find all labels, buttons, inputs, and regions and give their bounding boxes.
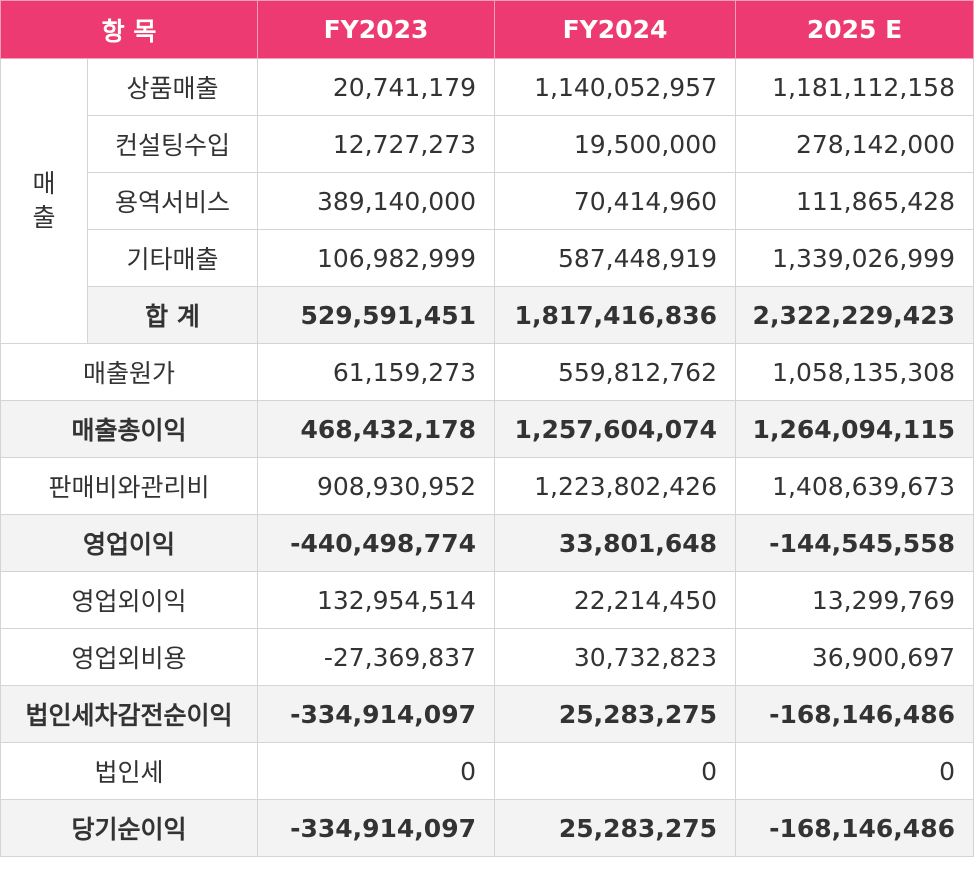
cell-fy2023: -440,498,774	[257, 514, 495, 572]
sales-group-label: 매 출	[0, 58, 88, 344]
cell-fy2025e: 0	[735, 742, 974, 800]
row-label: 상품매출	[87, 58, 258, 116]
cell-fy2023: 529,591,451	[257, 286, 495, 344]
sales-group-label-top: 매	[32, 169, 56, 198]
cell-fy2025e: 1,339,026,999	[735, 229, 974, 287]
cell-fy2024: 25,283,275	[494, 799, 736, 857]
table-row-sga: 판매비와관리비 908,930,952 1,223,802,426 1,408,…	[0, 457, 974, 515]
row-label: 매출원가	[0, 343, 258, 401]
header-row: 항 목 FY2023 FY2024 2025 E	[0, 0, 974, 59]
table-row-sales-total: 합 계 529,591,451 1,817,416,836 2,322,229,…	[1, 286, 974, 344]
cell-fy2024: 19,500,000	[494, 115, 736, 173]
cell-fy2025e: 36,900,697	[735, 628, 974, 686]
cell-fy2025e: 278,142,000	[735, 115, 974, 173]
cell-fy2024: 1,817,416,836	[494, 286, 736, 344]
cell-fy2025e: 13,299,769	[735, 571, 974, 629]
cell-fy2025e: 2,322,229,423	[735, 286, 974, 344]
header-fy2025e: 2025 E	[735, 0, 974, 59]
row-label: 컨설팅수입	[87, 115, 258, 173]
row-label: 법인세	[0, 742, 258, 800]
row-label: 당기순이익	[0, 799, 258, 857]
header-fy2023: FY2023	[257, 0, 495, 59]
cell-fy2025e: -168,146,486	[735, 799, 974, 857]
cell-fy2023: 12,727,273	[257, 115, 495, 173]
cell-fy2025e: 1,408,639,673	[735, 457, 974, 515]
row-label: 영업외비용	[0, 628, 258, 686]
cell-fy2025e: -144,545,558	[735, 514, 974, 572]
cell-fy2023: -27,369,837	[257, 628, 495, 686]
cell-fy2023: 20,741,179	[257, 58, 495, 116]
row-label: 용역서비스	[87, 172, 258, 230]
cell-fy2023: 908,930,952	[257, 457, 495, 515]
table-row-non-operating-expense: 영업외비용 -27,369,837 30,732,823 36,900,697	[0, 628, 974, 686]
cell-fy2024: 1,223,802,426	[494, 457, 736, 515]
table-row-gross-profit: 매출총이익 468,432,178 1,257,604,074 1,264,09…	[0, 400, 974, 458]
table-row-net-income: 당기순이익 -334,914,097 25,283,275 -168,146,4…	[0, 799, 974, 857]
table-row-sales-service: 용역서비스 389,140,000 70,414,960 111,865,428	[1, 172, 974, 230]
cell-fy2024: 70,414,960	[494, 172, 736, 230]
cell-fy2025e: 1,058,135,308	[735, 343, 974, 401]
row-label: 영업외이익	[0, 571, 258, 629]
row-label: 영업이익	[0, 514, 258, 572]
cell-fy2025e: 1,264,094,115	[735, 400, 974, 458]
cell-fy2023: 106,982,999	[257, 229, 495, 287]
table-row-non-operating-income: 영업외이익 132,954,514 22,214,450 13,299,769	[0, 571, 974, 629]
table-row-income-tax: 법인세 0 0 0	[0, 742, 974, 800]
row-label: 판매비와관리비	[0, 457, 258, 515]
cell-fy2024: 25,283,275	[494, 685, 736, 743]
cell-fy2023: 132,954,514	[257, 571, 495, 629]
row-label: 매출총이익	[0, 400, 258, 458]
cell-fy2023: 0	[257, 742, 495, 800]
table-row-sales-product: 매 출 상품매출 20,741,179 1,140,052,957 1,181,…	[0, 58, 974, 344]
cell-fy2023: 468,432,178	[257, 400, 495, 458]
cell-fy2023: -334,914,097	[257, 799, 495, 857]
cell-fy2023: -334,914,097	[257, 685, 495, 743]
table-row-operating-profit: 영업이익 -440,498,774 33,801,648 -144,545,55…	[0, 514, 974, 572]
row-label: 법인세차감전순이익	[0, 685, 258, 743]
cell-fy2024: 33,801,648	[494, 514, 736, 572]
cell-fy2025e: 1,181,112,158	[735, 58, 974, 116]
cell-fy2024: 0	[494, 742, 736, 800]
cell-fy2025e: -168,146,486	[735, 685, 974, 743]
header-item: 항 목	[0, 0, 258, 59]
cell-fy2024: 22,214,450	[494, 571, 736, 629]
table-row-cost-of-sales: 매출원가 61,159,273 559,812,762 1,058,135,30…	[0, 343, 974, 401]
row-label: 기타매출	[87, 229, 258, 287]
table-row-sales-other: 기타매출 106,982,999 587,448,919 1,339,026,9…	[1, 229, 974, 287]
cell-fy2023: 61,159,273	[257, 343, 495, 401]
cell-fy2024: 1,140,052,957	[494, 58, 736, 116]
table-row-sales-consulting: 컨설팅수입 12,727,273 19,500,000 278,142,000	[1, 115, 974, 173]
sales-group-label-bottom: 출	[32, 203, 56, 232]
cell-fy2024: 30,732,823	[494, 628, 736, 686]
cell-fy2024: 559,812,762	[494, 343, 736, 401]
cell-fy2024: 587,448,919	[494, 229, 736, 287]
row-label: 합 계	[87, 286, 258, 344]
cell-fy2023: 389,140,000	[257, 172, 495, 230]
cell-fy2024: 1,257,604,074	[494, 400, 736, 458]
table-row-pretax-income: 법인세차감전순이익 -334,914,097 25,283,275 -168,1…	[0, 685, 974, 743]
cell-fy2025e: 111,865,428	[735, 172, 974, 230]
header-fy2024: FY2024	[494, 0, 736, 59]
